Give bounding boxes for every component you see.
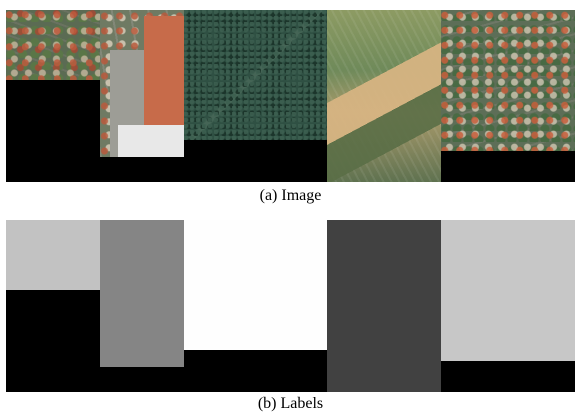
aerial-tile-residential-2 — [441, 10, 575, 151]
label-tile-5 — [441, 220, 575, 361]
label-tile-1 — [6, 220, 100, 290]
aerial-image-panel — [6, 10, 575, 182]
image-caption: (a) Image — [259, 187, 322, 204]
label-tile-4 — [327, 220, 441, 392]
aerial-tile-commercial — [100, 10, 184, 157]
aerial-tile-forest — [184, 10, 327, 140]
aerial-tile-farmland — [327, 10, 441, 182]
label-tile-2 — [100, 220, 184, 367]
labels-caption: (b) Labels — [257, 395, 324, 412]
label-tile-3 — [184, 220, 327, 350]
labels-panel — [6, 220, 575, 392]
aerial-tile-residential-1 — [6, 10, 100, 80]
